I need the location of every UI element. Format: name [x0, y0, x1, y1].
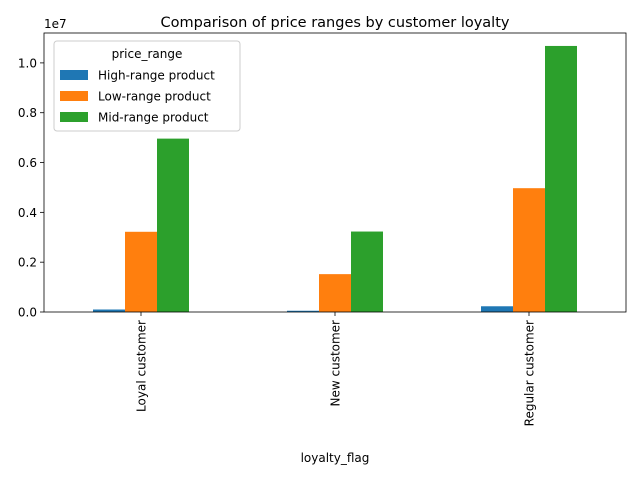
- chart-title: Comparison of price ranges by customer l…: [161, 15, 510, 31]
- plot-area: 0.0 0.2 0.4 0.6 0.8 1.0 Loyal customer New cust…: [18, 32, 627, 426]
- y-axis-scale-label: 1e7: [44, 17, 67, 31]
- bar[interactable]: [93, 309, 125, 312]
- y-tick-label: 0.4: [18, 206, 37, 220]
- legend-entry-label[interactable]: High-range product: [98, 69, 215, 83]
- bar[interactable]: [157, 138, 189, 312]
- y-tick-label: 0.0: [18, 306, 37, 320]
- y-tick-label: 0.6: [18, 156, 37, 170]
- legend-entry-label[interactable]: Low-range product: [98, 90, 211, 104]
- legend-swatch: [60, 112, 88, 122]
- legend-box: [53, 40, 241, 132]
- legend-swatch: [60, 91, 88, 101]
- bar[interactable]: [481, 306, 513, 312]
- x-tick-label: Regular customer: [523, 320, 537, 426]
- legend[interactable]: price_range High-range product Low-range p…: [53, 40, 241, 132]
- x-tick-label: Loyal customer: [135, 320, 149, 412]
- bar[interactable]: [513, 188, 545, 312]
- axes-frame: [43, 32, 627, 313]
- bar[interactable]: [351, 231, 383, 312]
- bar[interactable]: [319, 274, 351, 312]
- bar[interactable]: [545, 45, 577, 312]
- x-axis-label: loyalty_flag: [301, 451, 370, 465]
- legend-title: price_range: [112, 47, 183, 61]
- legend-swatch: [60, 70, 88, 80]
- y-tick-label: 0.8: [18, 106, 37, 120]
- y-tick-label: 1.0: [18, 56, 37, 70]
- legend-entry-label[interactable]: Mid-range product: [98, 111, 209, 125]
- bar[interactable]: [287, 310, 319, 312]
- x-tick-label: New customer: [329, 320, 343, 407]
- bar[interactable]: [125, 231, 157, 312]
- y-tick-label: 0.2: [18, 256, 37, 270]
